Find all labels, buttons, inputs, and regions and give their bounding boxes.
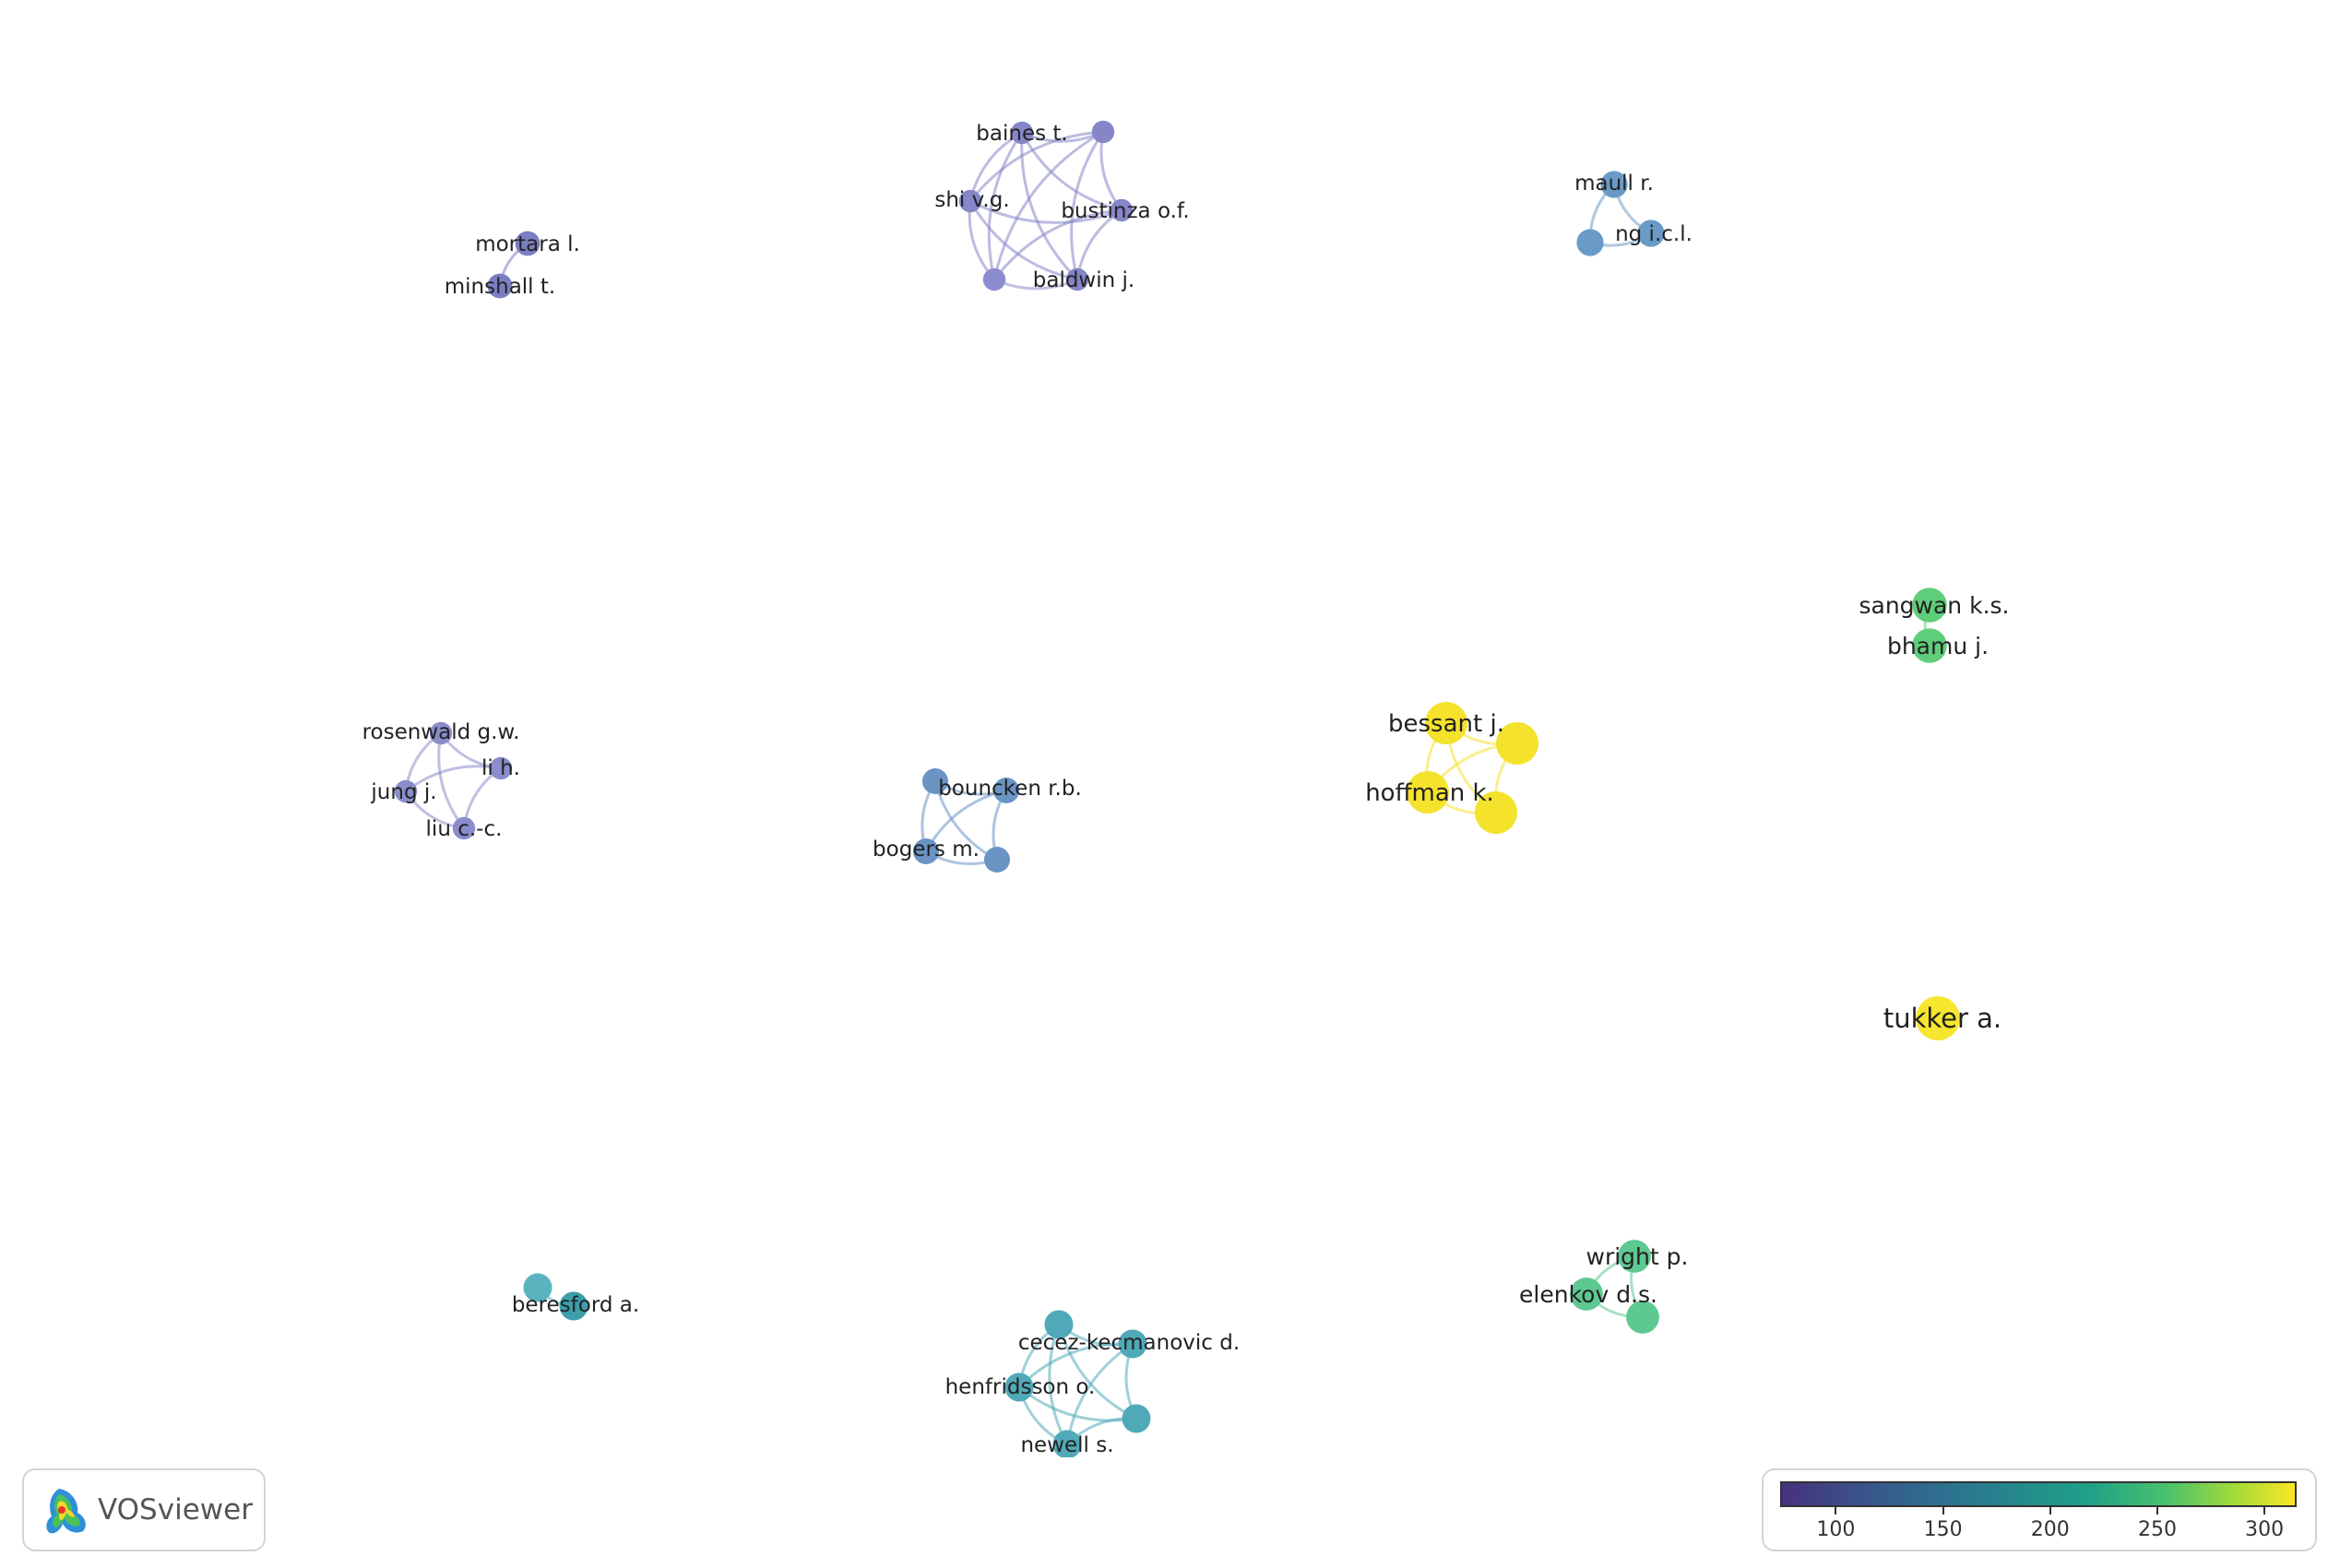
node-cl7_r[interactable] [1122, 1404, 1151, 1433]
link-cl7_top-cl7_r [1057, 1324, 1137, 1420]
link-cl1_top-shi [968, 130, 1104, 202]
link-layer [404, 130, 1931, 1446]
link-shi-bustinza [969, 199, 1122, 224]
node-label-sangwan: sangwan k.s. [1859, 592, 2009, 619]
node-label-wright: wright p. [1586, 1243, 1689, 1270]
node-beresford[interactable] [559, 1291, 588, 1321]
node-label-hoffman: hoffman k. [1365, 779, 1494, 807]
label-layer: mortara l. minshall t. baines t. shi v.g. bu… [362, 122, 2010, 1457]
node-bouncken[interactable] [993, 778, 1019, 803]
node-bhamu[interactable] [1912, 628, 1947, 663]
link-cl1_top-cl1_bl [992, 130, 1104, 280]
node-label-tukker: tukker a. [1883, 1003, 2001, 1034]
link-rosenwald-liucc [437, 732, 466, 829]
node-cl4_br[interactable] [984, 847, 1010, 873]
node-label-newell: newell s. [1020, 1433, 1113, 1457]
node-cl2_l[interactable] [1576, 229, 1604, 256]
node-bogers[interactable] [913, 838, 939, 864]
node-cl1_bl[interactable] [982, 267, 1006, 291]
color-scale-bar [1780, 1481, 2297, 1507]
node-cl8_b[interactable] [1626, 1301, 1659, 1334]
legend-tick [2049, 1505, 2051, 1515]
legend-tick-label: 100 [1816, 1518, 1856, 1541]
node-label-ng: ng i.c.l. [1615, 222, 1693, 246]
node-henfridsson[interactable] [1004, 1372, 1034, 1402]
node-label-cecez: cecez-kecmanovic d. [1018, 1331, 1240, 1355]
node-label-mortara: mortara l. [475, 232, 580, 256]
node-label-bogers: bogers m. [873, 837, 980, 861]
legend-tick-label: 150 [1923, 1518, 1963, 1541]
vosviewer-logo-icon [46, 1489, 86, 1534]
node-label-minshall: minshall t. [445, 275, 555, 299]
node-ng[interactable] [1637, 220, 1665, 247]
network-map[interactable]: mortara l. minshall t. baines t. shi v.g. bu… [0, 0, 2328, 1457]
link-baines-baldwin [1020, 132, 1079, 281]
node-label-baines: baines t. [976, 122, 1067, 146]
node-newell[interactable] [1052, 1430, 1082, 1458]
node-cl7_top[interactable] [1044, 1310, 1074, 1339]
link-cecez-henfridsson [1017, 1342, 1134, 1389]
node-tukker[interactable] [1916, 996, 1960, 1040]
node-jung[interactable] [394, 779, 418, 803]
node-label-rosenwald: rosenwald g.w. [362, 720, 520, 744]
node-hoffman[interactable] [1407, 771, 1449, 814]
node-label-bessant: bessant j. [1388, 710, 1504, 738]
node-bustinza[interactable] [1110, 198, 1134, 222]
node-sangwan[interactable] [1912, 588, 1947, 623]
node-cl4_tl[interactable] [922, 768, 948, 794]
node-label-maull: maull r. [1574, 172, 1654, 196]
link-bustinza-cl1_bl [992, 208, 1122, 280]
node-wright[interactable] [1618, 1240, 1651, 1273]
node-label-shi: shi v.g. [934, 188, 1009, 212]
node-label-henfridsson: henfridsson o. [945, 1375, 1096, 1399]
node-bessant[interactable] [1425, 702, 1467, 744]
link-shi-baldwin [968, 200, 1078, 281]
node-label-bouncken: bouncken r.b. [938, 777, 1082, 801]
legend-tick [1835, 1505, 1837, 1515]
node-maull[interactable] [1600, 171, 1628, 198]
link-baines-cl1_bl [987, 132, 1024, 280]
node-cl5_b[interactable] [1475, 791, 1517, 834]
color-legend: 100 150 200 250 300 [1762, 1468, 2317, 1551]
legend-tick [2263, 1505, 2266, 1515]
node-label-bustinza: bustinza o.f. [1061, 199, 1189, 223]
link-baines-bustinza [1020, 132, 1122, 212]
node-cl6_tl[interactable] [523, 1273, 552, 1302]
vosviewer-logo-text: VOSviewer [98, 1493, 253, 1526]
node-cecez[interactable] [1118, 1329, 1147, 1359]
node-minshall[interactable] [487, 273, 513, 299]
node-elenkov[interactable] [1570, 1277, 1603, 1311]
node-mortara[interactable] [515, 231, 540, 256]
legend-tick-label: 300 [2245, 1518, 2285, 1541]
vosviewer-logo: VOSviewer [22, 1468, 266, 1551]
node-label-bhamu: bhamu j. [1887, 633, 1989, 659]
node-shi[interactable] [958, 189, 982, 213]
link-cl1_top-baldwin [1070, 131, 1105, 280]
node-label-beresford: beresford a. [512, 1293, 639, 1317]
node-lih[interactable] [489, 756, 513, 780]
node-cl1_top[interactable] [1091, 120, 1115, 144]
node-liucc[interactable] [452, 816, 476, 840]
node-label-jung: jung j. [370, 780, 436, 804]
legend-tick [2156, 1505, 2158, 1515]
node-layer [394, 120, 1960, 1458]
legend-tick [1942, 1505, 1944, 1515]
node-baines[interactable] [1010, 121, 1034, 145]
node-label-lih: li h. [481, 756, 520, 780]
node-label-baldwin: baldwin j. [1033, 268, 1134, 292]
node-label-elenkov: elenkov d.s. [1519, 1281, 1657, 1308]
legend-tick-label: 200 [2030, 1518, 2070, 1541]
legend-tick-label: 250 [2137, 1518, 2177, 1541]
node-label-liucc: liu c.-c. [426, 817, 503, 841]
node-cl5_r[interactable] [1496, 722, 1538, 765]
node-rosenwald[interactable] [429, 721, 453, 745]
node-baldwin[interactable] [1065, 267, 1089, 291]
link-cl7_top-newell [1048, 1324, 1069, 1445]
